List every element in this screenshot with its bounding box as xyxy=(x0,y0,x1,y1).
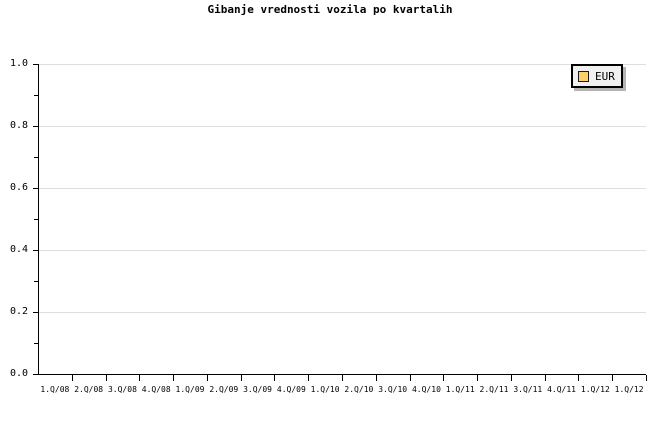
x-axis-tick-label: 3.Q/10 xyxy=(378,385,408,394)
x-axis-tick xyxy=(274,375,275,381)
gridline-horizontal xyxy=(38,312,646,313)
x-axis-tick xyxy=(612,375,613,381)
gridline-horizontal xyxy=(38,188,646,189)
x-axis-tick xyxy=(173,375,174,381)
x-axis-tick xyxy=(578,375,579,381)
x-axis-tick xyxy=(410,375,411,381)
y-axis-tick-label: 0.8 xyxy=(9,120,28,131)
x-axis-tick-label: 4.Q/10 xyxy=(411,385,441,394)
x-axis-tick xyxy=(106,375,107,381)
x-axis-tick xyxy=(646,375,647,381)
gridline-horizontal xyxy=(38,126,646,127)
x-axis-tick xyxy=(511,375,512,381)
y-axis-tick-label: 0.0 xyxy=(9,368,28,379)
chart-title: Gibanje vrednosti vozila po kvartalih xyxy=(207,3,453,16)
x-axis-tick-label: 4.Q/11 xyxy=(547,385,576,394)
gridline-horizontal xyxy=(38,250,646,251)
legend-label-eur: EUR xyxy=(595,69,615,83)
x-axis-tick-label: 3.Q/08 xyxy=(107,385,137,394)
y-axis-tick xyxy=(33,64,39,65)
x-axis-tick-label: 2.Q/08 xyxy=(74,385,104,394)
y-axis-tick xyxy=(33,250,39,251)
y-axis-minor-tick xyxy=(34,281,39,282)
y-axis-tick-label: 0.4 xyxy=(9,244,28,255)
x-axis-tick-label: 2.Q/10 xyxy=(344,385,374,394)
chart-legend[interactable]: EUR xyxy=(571,64,623,88)
x-axis-tick-label: 2.Q/11 xyxy=(479,385,509,394)
y-axis-tick-label: 1.0 xyxy=(9,58,28,69)
y-axis-tick-label: 0.2 xyxy=(9,306,28,317)
x-axis-line xyxy=(38,374,646,375)
x-axis-tick-label: 1.Q/10 xyxy=(310,385,340,394)
y-axis-minor-tick xyxy=(34,343,39,344)
gridline-horizontal xyxy=(38,64,646,65)
x-axis-tick xyxy=(241,375,242,381)
x-axis-tick-label: 1.Q/09 xyxy=(175,385,205,394)
y-axis-tick xyxy=(33,374,39,375)
x-axis-tick-label: 2.Q/09 xyxy=(209,385,239,394)
x-axis-tick-label: 3.Q/11 xyxy=(513,385,543,394)
x-axis-tick xyxy=(376,375,377,381)
x-axis-tick-label: 1.Q/12 xyxy=(580,385,610,394)
y-axis-tick xyxy=(33,126,39,127)
x-axis-tick-label: 3.Q/09 xyxy=(243,385,272,394)
x-axis-tick xyxy=(443,375,444,381)
x-axis-tick-label: 1.Q/11 xyxy=(445,385,475,394)
x-axis-tick xyxy=(477,375,478,381)
plot-area xyxy=(38,64,646,375)
y-axis-tick-label: 0.6 xyxy=(9,182,28,193)
x-axis-tick-label: 4.Q/09 xyxy=(276,385,306,394)
x-axis-tick-label: 1.Q/12 xyxy=(614,385,644,394)
x-axis-tick xyxy=(72,375,73,381)
y-axis-tick xyxy=(33,188,39,189)
x-axis-tick-label: 1.Q/08 xyxy=(40,385,70,394)
x-axis-tick xyxy=(342,375,343,381)
y-axis-minor-tick xyxy=(34,157,39,158)
x-axis-tick-label: 4.Q/08 xyxy=(141,385,171,394)
x-axis-tick xyxy=(139,375,140,381)
y-axis-tick xyxy=(33,312,39,313)
x-axis-tick xyxy=(308,375,309,381)
y-axis-minor-tick xyxy=(34,95,39,96)
x-axis-tick xyxy=(207,375,208,381)
x-axis-tick xyxy=(545,375,546,381)
legend-swatch-eur xyxy=(578,70,589,82)
y-axis-minor-tick xyxy=(34,219,39,220)
